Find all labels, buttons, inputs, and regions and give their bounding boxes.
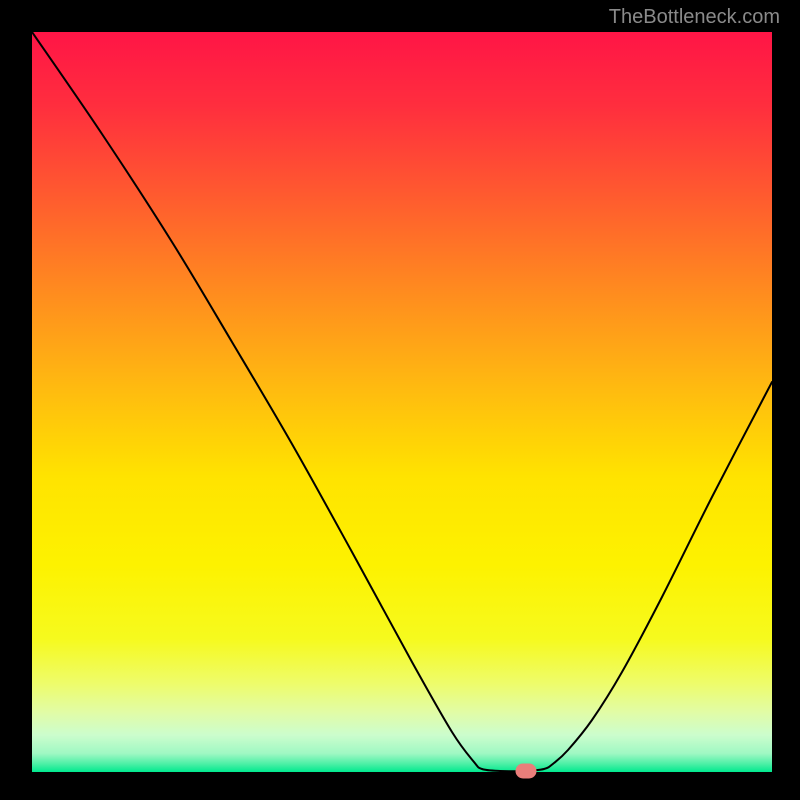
chart-background-gradient — [32, 32, 772, 772]
optimal-point-marker — [516, 763, 537, 778]
chart-container: TheBottleneck.com — [0, 0, 800, 800]
bottleneck-chart — [32, 32, 772, 772]
watermark-text: TheBottleneck.com — [609, 6, 780, 29]
